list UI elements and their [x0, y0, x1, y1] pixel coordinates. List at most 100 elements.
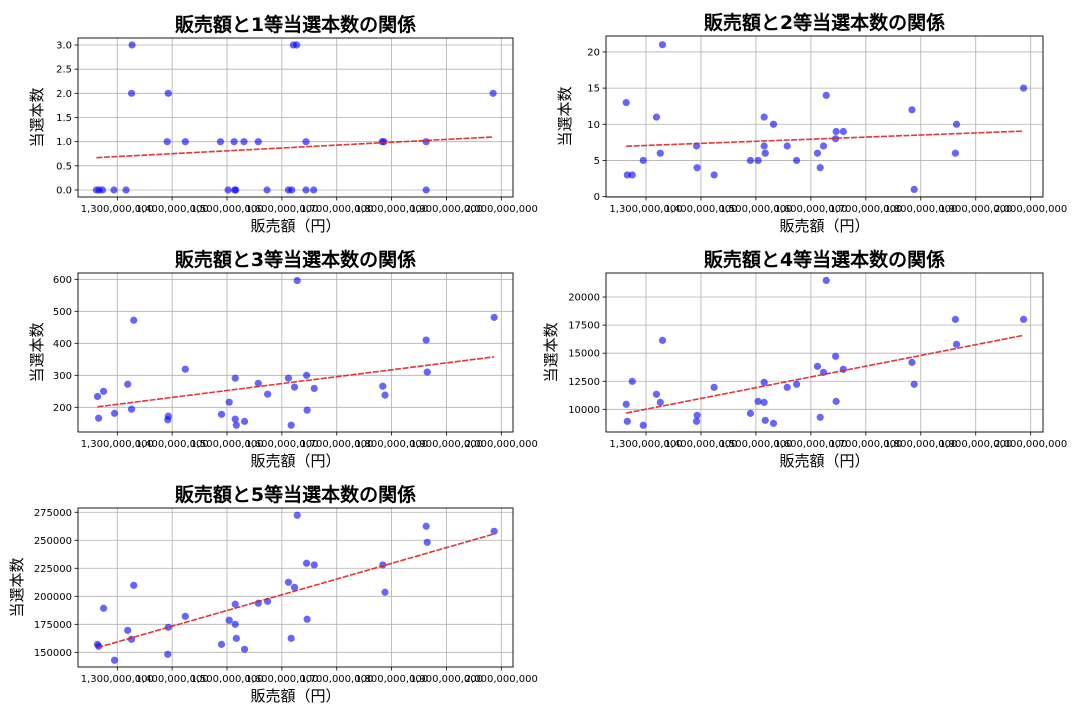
data-point — [231, 600, 239, 608]
data-point — [293, 276, 301, 285]
data-point — [761, 416, 769, 424]
data-point — [254, 379, 262, 387]
y-axis-label: 当選本数 — [542, 322, 560, 382]
y-axis-label: 当選本数 — [28, 322, 46, 382]
y-tick-label: 5 — [594, 156, 600, 167]
data-point — [303, 406, 311, 414]
x-tick-label: 1,500,000,000 — [190, 204, 263, 215]
data-point — [110, 656, 119, 664]
y-tick-label: 20 — [587, 47, 600, 58]
y-tick-label: 175000 — [34, 620, 72, 631]
x-axis-label: 販売額（円） — [250, 217, 340, 235]
data-point — [832, 135, 840, 143]
data-point — [623, 417, 631, 425]
data-point — [293, 511, 301, 519]
data-point — [232, 421, 240, 429]
y-tick-label: 0.5 — [56, 161, 72, 172]
x-tick-label: 2,000,000,000 — [994, 439, 1067, 450]
data-point — [284, 578, 293, 586]
data-point — [813, 149, 822, 157]
y-tick-label: 2.5 — [56, 65, 72, 76]
data-point — [216, 138, 225, 146]
x-tick-label: 1,700,000,000 — [300, 439, 373, 450]
data-point — [225, 616, 233, 624]
data-point — [164, 412, 172, 420]
data-point — [951, 315, 960, 323]
y-tick-label: 17500 — [568, 321, 600, 332]
data-point — [240, 417, 249, 425]
y-axis-label: 当選本数 — [28, 87, 46, 147]
data-point — [1019, 84, 1028, 92]
data-point — [164, 89, 172, 97]
data-point — [380, 138, 388, 146]
data-point — [639, 421, 647, 429]
x-axis-label: 販売額（円） — [779, 452, 869, 470]
x-tick-label: 1,600,000,000 — [774, 439, 847, 450]
x-tick-label: 1,900,000,000 — [410, 204, 483, 215]
x-axis-label: 販売額（円） — [250, 687, 340, 705]
data-point — [839, 127, 847, 136]
data-point — [110, 186, 118, 194]
y-tick-label: 12500 — [568, 377, 600, 388]
data-point — [628, 171, 636, 179]
subplot-2: 1,300,000,0001,400,000,0001,500,000,0001… — [556, 11, 1067, 235]
data-point — [761, 149, 769, 157]
trend-line — [97, 356, 495, 408]
y-tick-label: 500 — [53, 307, 72, 318]
y-tick-label: 225000 — [34, 564, 72, 575]
data-point — [783, 383, 791, 391]
data-point — [231, 415, 239, 423]
data-point — [303, 615, 311, 623]
data-point — [1019, 315, 1028, 323]
data-point — [760, 113, 768, 121]
x-tick-label: 1,300,000,000 — [81, 674, 154, 685]
data-point — [832, 397, 840, 405]
data-point — [231, 374, 239, 382]
data-point — [217, 640, 226, 648]
y-tick-label: 275000 — [34, 508, 72, 519]
data-point — [181, 365, 189, 373]
data-point — [832, 127, 840, 136]
x-tick-label: 2,000,000,000 — [465, 204, 538, 215]
data-point — [232, 186, 240, 194]
y-tick-label: 10 — [587, 120, 600, 131]
x-tick-label: 1,500,000,000 — [719, 439, 792, 450]
data-point — [760, 142, 768, 150]
data-point — [769, 120, 778, 128]
data-point — [490, 527, 498, 535]
data-point — [128, 41, 136, 49]
data-point — [816, 413, 824, 421]
x-tick-label: 2,000,000,000 — [465, 439, 538, 450]
axes-frame — [77, 272, 514, 433]
data-point — [290, 383, 299, 391]
data-point — [287, 421, 295, 429]
data-point — [302, 138, 310, 146]
x-tick-label: 1,400,000,000 — [664, 439, 737, 450]
y-tick-label: 1.5 — [56, 113, 72, 124]
data-point — [290, 583, 299, 591]
data-point — [164, 650, 172, 658]
data-point — [288, 186, 296, 194]
x-tick-label: 1,700,000,000 — [829, 439, 902, 450]
data-point — [693, 164, 701, 172]
axes-frame — [605, 272, 1044, 433]
chart-title: 販売額と1等当選本数の関係 — [175, 13, 416, 36]
data-point — [254, 138, 262, 146]
data-point — [792, 156, 801, 165]
data-point — [124, 380, 132, 388]
data-point — [93, 392, 102, 401]
data-point — [822, 276, 830, 285]
data-point — [231, 620, 239, 628]
y-tick-label: 3.0 — [56, 41, 72, 52]
data-point — [622, 98, 630, 107]
trend-line — [97, 533, 495, 649]
x-tick-label: 2,000,000,000 — [994, 204, 1067, 215]
x-tick-label: 1,600,000,000 — [245, 674, 318, 685]
y-tick-label: 150000 — [34, 648, 72, 659]
x-tick-label: 1,300,000,000 — [609, 204, 682, 215]
subplot-5: 1,300,000,0001,400,000,0001,500,000,0001… — [8, 483, 538, 705]
data-point — [693, 411, 701, 419]
x-tick-label: 1,300,000,000 — [81, 204, 154, 215]
data-point — [224, 186, 232, 194]
